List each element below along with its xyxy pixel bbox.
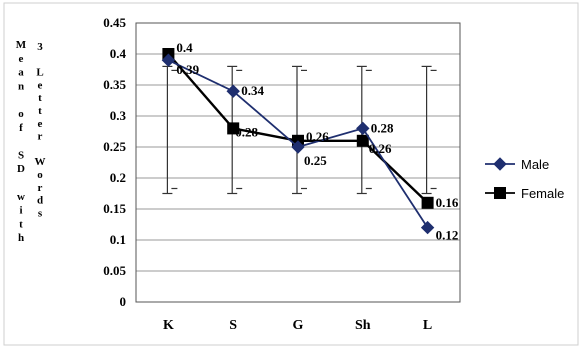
y-tick-label: 0.2: [110, 170, 126, 185]
plot-area-frame: [135, 22, 461, 303]
female-data-label: 0.4: [176, 40, 193, 55]
x-tick-label: G: [293, 318, 304, 333]
legend: Male Female: [485, 157, 564, 201]
x-tick-label: S: [229, 318, 237, 333]
x-axis-ticks: K S G Sh L: [163, 318, 432, 333]
female-marker: [227, 122, 240, 135]
female-marker: [356, 134, 369, 147]
male-marker: [161, 53, 176, 67]
male-data-label: 0.12: [436, 228, 459, 243]
male-marker: [493, 157, 507, 171]
female-marker: [421, 196, 434, 209]
y-tick-label: 0: [120, 294, 127, 309]
female-data-label: 0.16: [436, 195, 459, 210]
male-data-label: 0.34: [241, 83, 264, 98]
male-marker: [226, 84, 240, 98]
legend-entry: Male: [485, 157, 549, 172]
legend-entry: Female: [485, 186, 564, 201]
male-marker: [291, 140, 305, 154]
legend-label: Female: [521, 186, 564, 201]
male-data-label: 0.25: [304, 153, 327, 168]
male-data-label: 0.28: [371, 120, 394, 135]
y-tick-label: 0.45: [103, 15, 126, 30]
male-marker: [356, 121, 370, 136]
y-tick-label: 0.35: [103, 77, 126, 92]
y-tick-label: 0.1: [110, 232, 126, 247]
y-tick-label: 0.3: [110, 108, 127, 123]
y-tick-label: 0.4: [110, 46, 127, 61]
x-tick-label: K: [163, 318, 174, 333]
error-bar: [162, 65, 178, 195]
male-marker: [420, 220, 435, 235]
series-group: [161, 48, 435, 235]
error-bar: [421, 65, 437, 195]
female-data-label: 0.26: [369, 141, 392, 156]
legend-label: Male: [521, 157, 549, 172]
data-labels: 0.39 0.34 0.25 0.28 0.12 0.4 0.28 0.26 0.26 0.16: [176, 40, 458, 243]
y-tick-label: 0.15: [103, 201, 126, 216]
y-tick-label: 0.25: [103, 139, 126, 154]
y-axis-ticks: 0 0.05 0.1 0.15 0.2 0.25 0.3 0.35 0.4 0.45: [103, 15, 126, 309]
x-tick-label: L: [423, 318, 432, 333]
y-tick-label: 0.05: [103, 263, 126, 278]
chart-border: [3, 2, 579, 346]
male-series: [161, 53, 435, 235]
female-data-label: 0.26: [306, 129, 329, 144]
x-tick-label: Sh: [355, 318, 371, 333]
male-data-label: 0.39: [176, 62, 199, 77]
female-marker: [494, 187, 506, 199]
error-bar: [292, 65, 307, 195]
female-data-label: 0.28: [235, 124, 258, 139]
